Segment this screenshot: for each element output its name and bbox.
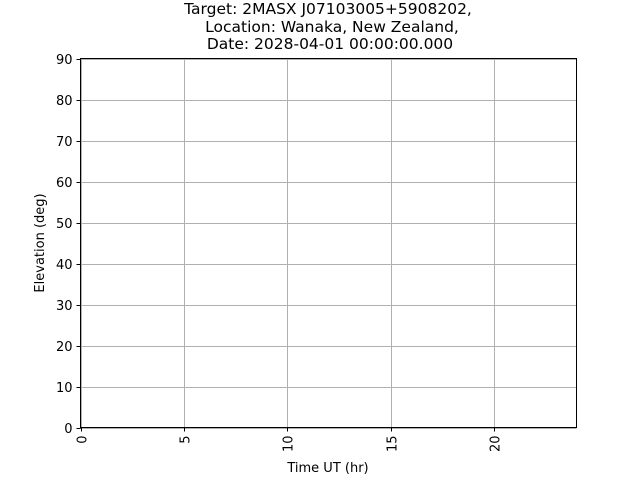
plot-frame [80,58,577,428]
y-tick-label: 10 [56,381,73,396]
x-axis-ticks: 0 5 10 15 20 [76,427,504,453]
grid-lines [80,58,577,429]
chart-title: Target: 2MASX J07103005+5908202, Locatio… [183,0,472,53]
y-tick-label: 50 [56,217,73,232]
y-tick-label: 60 [56,176,73,191]
title-line-location: Location: Wanaka, New Zealand, [205,18,459,36]
x-tick-label: 10 [282,436,297,453]
x-tick-label: 20 [489,436,504,453]
title-line-target: Target: 2MASX J07103005+5908202, [183,0,472,18]
y-axis-ticks: 0 10 20 30 40 50 60 70 80 90 [56,53,81,437]
y-tick-label: 70 [56,135,73,150]
x-axis-label: Time UT (hr) [286,461,368,476]
x-tick-label: 5 [179,436,194,444]
y-tick-label: 40 [56,258,73,273]
y-tick-label: 90 [56,53,73,68]
y-tick-label: 30 [56,299,73,314]
title-line-date: Date: 2028-04-01 00:00:00.000 [207,35,453,53]
x-tick-label: 0 [76,436,91,444]
x-tick-label: 15 [386,436,401,453]
y-tick-label: 20 [56,340,73,355]
y-tick-label: 0 [64,422,72,437]
y-tick-label: 80 [56,94,73,109]
y-axis-label: Elevation (deg) [33,193,48,292]
